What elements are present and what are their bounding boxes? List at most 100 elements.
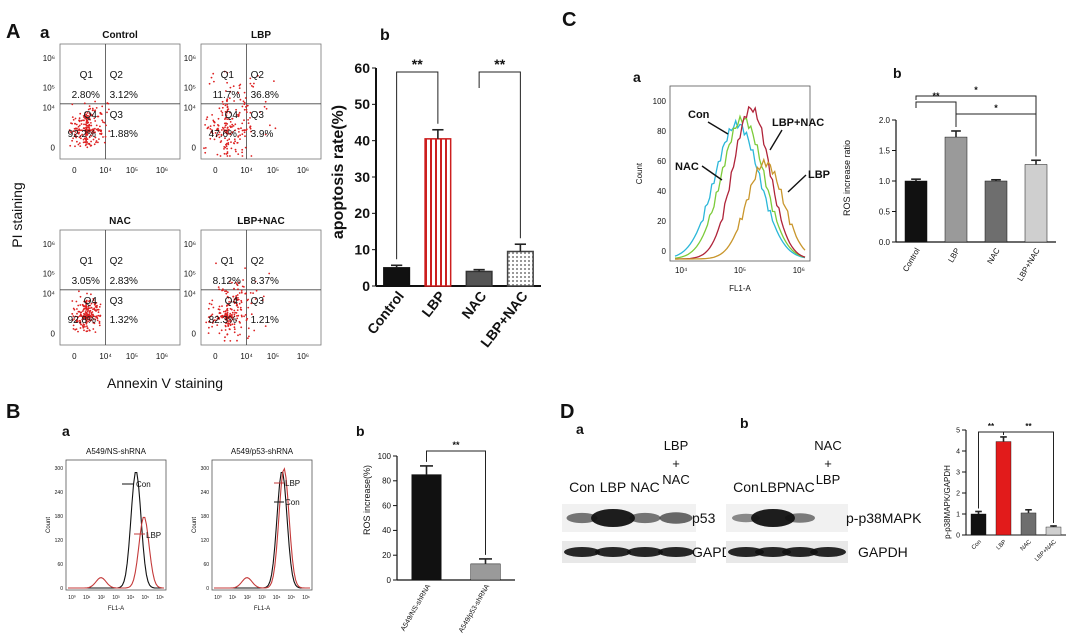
cell-dot <box>75 136 77 139</box>
cell-dot <box>237 296 239 299</box>
y-tick-label: 0 <box>387 576 392 585</box>
bar <box>970 513 987 536</box>
panel-a: A a b PI staining Annexin V staining Con… <box>6 21 541 391</box>
plot-frame <box>211 459 313 591</box>
cell-dot <box>84 129 87 131</box>
sig-bracket-c2 <box>915 95 1037 157</box>
cell-dot <box>89 107 92 110</box>
cell-dot <box>98 322 101 324</box>
axis-label-x: FL1-A <box>108 606 124 612</box>
cell-dot <box>231 281 233 284</box>
cell-dot <box>95 128 98 131</box>
cell-dot <box>86 330 89 332</box>
cell-dot <box>238 281 241 284</box>
cell-dot <box>230 147 233 150</box>
x-tick-label: 0 <box>72 166 77 175</box>
cell-dot <box>75 128 77 130</box>
quadrant-q1: Q1 <box>221 70 235 81</box>
cell-dot <box>234 129 237 132</box>
p38-ratio-bar-chart: p-p38MAPK/GAPDH 0 1 2 3 4 5 Con LBP NAC LBP+NAC **… <box>943 422 1066 563</box>
cell-dot <box>244 314 247 316</box>
cell-dot <box>228 328 231 330</box>
cell-dot <box>252 292 255 294</box>
x-tick-label: 10⁶ <box>297 166 309 175</box>
cell-dot <box>234 311 237 314</box>
cell-dot <box>228 118 231 121</box>
cell-dot <box>250 155 253 157</box>
p53-shrna-histogram: A549/p53-shRNA 300 240 180 120 60 0 10⁰ 10¹ 10² 10… <box>192 447 313 612</box>
y-tick-label: 80 <box>657 127 666 136</box>
y-tick-label: 0.5 <box>879 207 891 216</box>
cell-dot <box>93 117 96 120</box>
flow-plot-3: NAC Q1 Q2 3.05% 2.83% Q4 Q3 92.8% 1.32% 10⁶ 10⁵ 10⁴… <box>43 216 181 361</box>
cell-dot <box>243 129 245 132</box>
cell-dot <box>106 111 108 114</box>
histogram-title: A549/p53-shRNA <box>231 447 294 456</box>
cell-dot <box>225 145 228 148</box>
cell-dot <box>94 131 96 134</box>
quadrant-q3-value: 1.88% <box>110 129 138 140</box>
cell-dot <box>93 143 96 146</box>
cell-dot <box>233 302 236 305</box>
y-tick-label: 60 <box>57 562 63 568</box>
cell-dot <box>263 105 266 108</box>
cell-dot <box>243 91 246 94</box>
cell-dot <box>103 141 106 144</box>
cell-dot <box>236 294 239 296</box>
cell-dot <box>238 302 241 305</box>
cell-dot <box>229 307 232 310</box>
x-tick-label: 10⁵ <box>126 352 138 361</box>
plot-frame <box>65 459 167 591</box>
cell-dot <box>215 135 218 138</box>
flow-plot-title: LBP+NAC <box>237 216 285 227</box>
cell-dot <box>242 279 245 281</box>
cell-dot <box>226 139 229 142</box>
cell-dot <box>236 141 239 144</box>
cell-dot <box>84 325 86 328</box>
cell-dot <box>78 319 81 322</box>
y-tick-label: 180 <box>55 514 64 520</box>
y-tick-label: 1.5 <box>879 146 891 155</box>
bar <box>411 474 442 581</box>
cell-dot <box>249 77 252 80</box>
category-label: LBP <box>418 288 448 320</box>
y-tick-label: 0 <box>51 330 56 339</box>
cell-dot <box>98 324 101 327</box>
y-tick-label: 0 <box>60 586 63 592</box>
bar <box>424 138 452 287</box>
y-tick-label: 1.0 <box>879 177 891 186</box>
cell-dot <box>85 113 88 116</box>
cell-dot <box>262 299 264 301</box>
cell-dot <box>226 155 229 157</box>
cell-dot <box>71 103 74 106</box>
y-tick-label: 100 <box>378 452 392 461</box>
y-tick-label: 2 <box>956 490 960 497</box>
y-tick-label: 10⁵ <box>184 270 196 279</box>
x-tick-label: 10⁰ <box>214 595 222 601</box>
cell-dot <box>75 123 78 126</box>
cell-dot <box>86 129 88 132</box>
cell-dot <box>240 301 243 304</box>
bar <box>465 270 493 287</box>
cell-dot <box>78 142 81 145</box>
cell-dot <box>238 111 241 114</box>
axis-label-x: FL1-A <box>729 284 751 293</box>
cell-dot <box>78 136 81 139</box>
quadrant-q2-value: 2.83% <box>110 276 138 287</box>
cell-dot <box>226 129 228 132</box>
significance-mark: ** <box>494 56 505 72</box>
cell-dot <box>237 334 239 337</box>
cell-dot <box>74 131 77 133</box>
cell-dot <box>237 306 239 309</box>
cell-dot <box>221 111 224 114</box>
bar <box>383 267 411 287</box>
cell-dot <box>221 106 224 109</box>
y-tick-label: 60 <box>657 157 666 166</box>
cell-dot <box>87 305 90 308</box>
cell-dot <box>238 131 240 133</box>
cell-dot <box>213 121 216 124</box>
cell-dot <box>229 86 232 89</box>
y-tick-label: 60 <box>203 562 209 568</box>
cell-dot <box>229 319 232 322</box>
cell-dot <box>245 319 248 322</box>
